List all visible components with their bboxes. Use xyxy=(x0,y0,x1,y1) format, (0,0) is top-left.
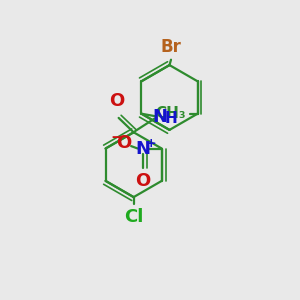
Text: −: − xyxy=(111,130,123,145)
Text: O: O xyxy=(110,92,125,110)
Text: Cl: Cl xyxy=(124,208,143,226)
Text: Br: Br xyxy=(160,38,182,56)
Text: +: + xyxy=(145,136,156,150)
Text: O: O xyxy=(136,172,151,190)
Text: N: N xyxy=(136,140,151,158)
Text: N: N xyxy=(152,108,167,126)
Text: H: H xyxy=(165,111,178,126)
Text: CH₃: CH₃ xyxy=(155,106,186,121)
Text: O: O xyxy=(117,134,132,152)
